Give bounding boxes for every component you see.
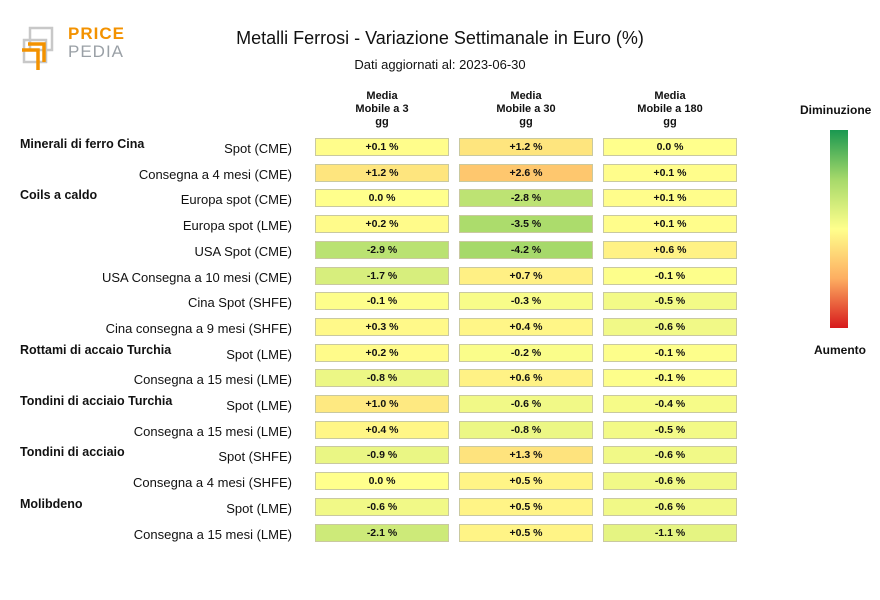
row-label: Consegna a 4 mesi (CME) [138, 166, 292, 182]
row-label: Consegna a 15 mesi (LME) [133, 372, 292, 388]
value-cell: +2.6 % [459, 163, 593, 182]
value-cell: -1.1 % [603, 523, 737, 542]
row-label: Consegna a 15 mesi (LME) [133, 423, 292, 439]
row-label: Spot (LME) [226, 398, 292, 413]
value-cell: +0.6 % [603, 240, 737, 259]
value-cell: -0.9 % [315, 446, 449, 465]
pricepedia-logo: PRICE PEDIA [20, 24, 130, 74]
value-cell: +0.4 % [315, 420, 449, 439]
row-label: Spot (LME) [226, 500, 292, 516]
value-cell: 0.0 % [315, 189, 449, 208]
legend-bottom-label: Aumento [814, 343, 866, 357]
chart-title: Metalli Ferrosi - Variazione Settimanale… [236, 28, 644, 48]
group-label: Minerali di ferro Cina [20, 137, 145, 151]
row-label: Spot (CME) [224, 141, 292, 156]
value-cell: +0.1 % [603, 215, 737, 234]
column-header-line3: gg [519, 116, 533, 128]
row-label: USA Consegna a 10 mesi (CME) [101, 269, 292, 285]
value-cell: 0.0 % [603, 138, 737, 156]
value-cell: +0.4 % [459, 317, 593, 336]
row-label: Spot (LME) [226, 346, 292, 362]
group-label: Tondini di acciaio Turchia [20, 394, 173, 408]
column-header-line3: gg [375, 116, 389, 128]
value-cell: -2.8 % [459, 189, 593, 208]
value-cell: 0.0 % [315, 472, 449, 491]
row-label: Spot (SHFE) [218, 449, 292, 465]
group-label: Molibdeno [20, 496, 83, 511]
value-cell: -0.6 % [603, 497, 737, 516]
value-cell: +1.3 % [459, 446, 593, 465]
row-label: Consegna a 15 mesi (LME) [133, 526, 292, 542]
value-cell: -4.2 % [459, 240, 593, 259]
row-label: Europa spot (LME) [182, 218, 292, 234]
group-label: Tondini di acciaio [20, 445, 125, 460]
row-label: Europa spot (CME) [180, 192, 292, 208]
value-cell: +0.5 % [459, 472, 593, 491]
value-cell: -0.6 % [603, 472, 737, 491]
value-cell: +1.2 % [315, 163, 449, 182]
value-cell: +0.2 % [315, 215, 449, 234]
row-label: Consegna a 4 mesi (SHFE) [133, 475, 292, 491]
value-cell: -0.1 % [315, 292, 449, 311]
value-cell: +0.6 % [459, 369, 593, 388]
value-cell: -0.2 % [459, 343, 593, 362]
column-header-line2: Mobile a 3 [355, 103, 409, 115]
value-cell: -0.6 % [603, 446, 737, 465]
group-label: Coils a caldo [20, 188, 98, 203]
value-cell: -0.5 % [603, 292, 737, 311]
value-cell: -0.1 % [603, 369, 737, 388]
value-cell: -0.3 % [459, 292, 593, 311]
legend-color-scale [830, 130, 848, 328]
value-cell: -0.8 % [459, 420, 593, 439]
value-cell: +0.5 % [459, 497, 593, 516]
value-cell: +0.1 % [315, 138, 449, 156]
value-cell: -0.4 % [603, 395, 737, 413]
value-cell: +0.1 % [603, 189, 737, 208]
row-label: Cina Spot (SHFE) [187, 295, 292, 311]
column-header-line2: Mobile a 30 [496, 103, 556, 115]
group-label: Rottami di accaio Turchia [20, 342, 172, 357]
row-label: Cina consegna a 9 mesi (SHFE) [105, 320, 292, 336]
column-header-line3: gg [663, 116, 677, 128]
column-header-line1: Media [510, 90, 542, 102]
value-cell: -2.1 % [315, 523, 449, 542]
logo-text-pedia: PEDIA [68, 42, 125, 61]
column-header-line2: Mobile a 180 [637, 103, 703, 115]
value-cell: -3.5 % [459, 215, 593, 234]
value-cell: -1.7 % [315, 266, 449, 285]
column-header-3: Media Mobile a 180 gg [603, 90, 737, 129]
value-cell: -0.6 % [315, 497, 449, 516]
logo-text-price: PRICE [68, 24, 125, 43]
value-cell: +0.3 % [315, 317, 449, 336]
value-cell: +0.2 % [315, 343, 449, 362]
logo-mark-icon [22, 26, 54, 70]
value-cell: +0.5 % [459, 523, 593, 542]
column-header-2: Media Mobile a 30 gg [459, 90, 593, 129]
value-cell: +1.2 % [459, 138, 593, 156]
row-label: USA Spot (CME) [194, 243, 292, 259]
column-header-1: Media Mobile a 3 gg [315, 90, 449, 129]
value-cell: +0.7 % [459, 266, 593, 285]
column-header-line1: Media [366, 90, 398, 102]
value-cell: +1.0 % [315, 395, 449, 413]
value-cell: -0.1 % [603, 343, 737, 362]
value-cell: -0.6 % [603, 317, 737, 336]
value-cell: -0.8 % [315, 369, 449, 388]
value-cell: -0.6 % [459, 395, 593, 413]
value-cell: -0.1 % [603, 266, 737, 285]
chart-subtitle: Dati aggiornati al: 2023-06-30 [354, 57, 526, 72]
column-header-line1: Media [654, 90, 686, 102]
legend-top-label: Diminuzione [800, 103, 872, 117]
value-cell: +0.1 % [603, 163, 737, 182]
value-cell: -0.5 % [603, 420, 737, 439]
value-cell: -2.9 % [315, 240, 449, 259]
